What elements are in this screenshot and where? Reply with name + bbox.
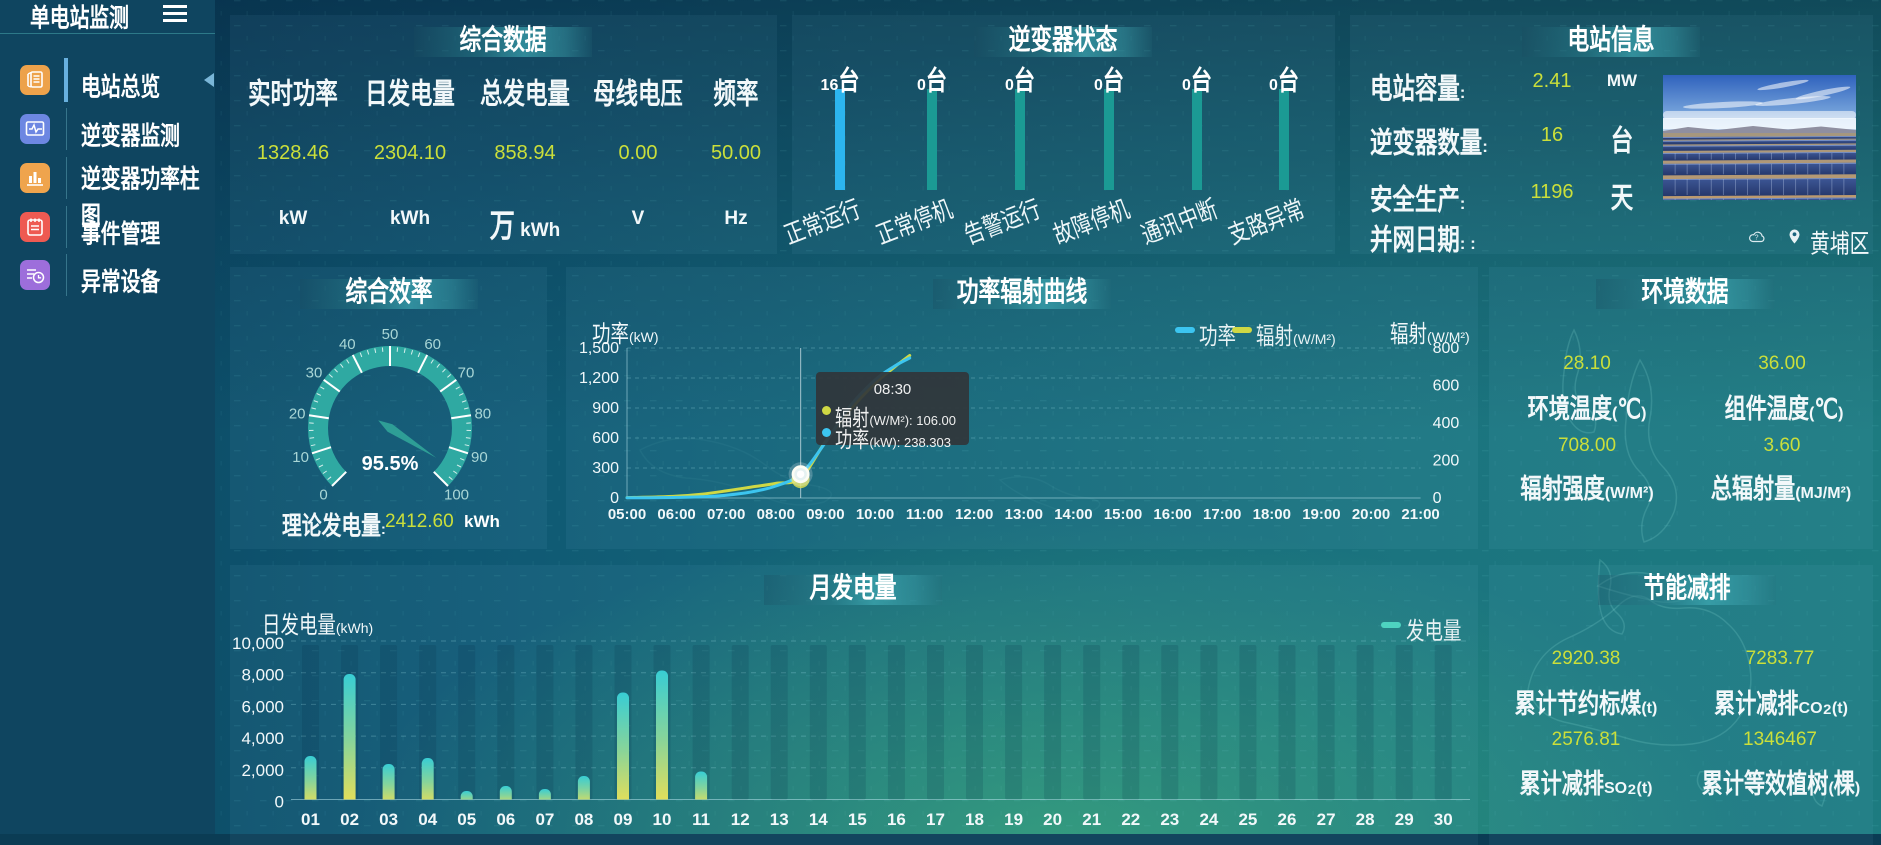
svg-text:14:00: 14:00: [1054, 506, 1092, 523]
svg-text:20:00: 20:00: [1352, 506, 1390, 523]
svg-text:17:00: 17:00: [1203, 506, 1241, 523]
svg-text:28: 28: [1356, 810, 1375, 829]
svg-text:600: 600: [592, 430, 619, 447]
svg-text:16: 16: [887, 810, 906, 829]
svg-text:16:00: 16:00: [1153, 506, 1191, 523]
svg-text:18: 18: [965, 810, 984, 829]
svg-text:13:00: 13:00: [1005, 506, 1043, 523]
svg-text:18:00: 18:00: [1253, 506, 1291, 523]
svg-text:02: 02: [340, 810, 359, 829]
svg-text:10: 10: [292, 449, 309, 466]
svg-text:04: 04: [418, 810, 437, 829]
svg-text:14: 14: [809, 810, 828, 829]
svg-text:01: 01: [301, 810, 320, 829]
svg-text:6,000: 6,000: [241, 697, 284, 716]
svg-text:8,000: 8,000: [241, 666, 284, 685]
svg-text:2,000: 2,000: [241, 761, 284, 780]
svg-text:60: 60: [424, 336, 441, 353]
svg-text:03: 03: [379, 810, 398, 829]
svg-text:12:00: 12:00: [955, 506, 993, 523]
svg-text:50: 50: [382, 326, 399, 343]
svg-text:06:00: 06:00: [657, 506, 695, 523]
svg-text:13: 13: [770, 810, 789, 829]
svg-text:17: 17: [926, 810, 945, 829]
svg-text:0: 0: [610, 490, 619, 507]
svg-text:600: 600: [1433, 378, 1460, 395]
svg-text:29: 29: [1395, 810, 1414, 829]
svg-text:4,000: 4,000: [241, 729, 284, 748]
svg-text:07: 07: [535, 810, 554, 829]
svg-text:400: 400: [1433, 415, 1460, 432]
svg-text:27: 27: [1317, 810, 1336, 829]
svg-text:0: 0: [275, 793, 284, 812]
svg-text:09: 09: [614, 810, 633, 829]
svg-text:21: 21: [1082, 810, 1101, 829]
svg-text:90: 90: [471, 449, 488, 466]
svg-text:08:00: 08:00: [757, 506, 795, 523]
svg-text:26: 26: [1278, 810, 1297, 829]
svg-text:09:00: 09:00: [806, 506, 844, 523]
svg-text:05: 05: [457, 810, 476, 829]
svg-text:1,200: 1,200: [579, 370, 619, 387]
svg-text:11: 11: [692, 810, 710, 829]
svg-text:20: 20: [1043, 810, 1062, 829]
svg-text:24: 24: [1199, 810, 1218, 829]
svg-text:19: 19: [1004, 810, 1023, 829]
svg-text:?: ?: [1755, 235, 1759, 242]
svg-text:0: 0: [319, 487, 327, 504]
svg-text:08: 08: [574, 810, 593, 829]
svg-text:07:00: 07:00: [707, 506, 745, 523]
svg-text:20: 20: [289, 405, 306, 422]
svg-text:25: 25: [1238, 810, 1257, 829]
svg-text:10:00: 10:00: [856, 506, 894, 523]
svg-text:06: 06: [496, 810, 515, 829]
svg-text:15:00: 15:00: [1104, 506, 1142, 523]
svg-text:15: 15: [848, 810, 867, 829]
svg-text:70: 70: [458, 365, 475, 382]
svg-text:100: 100: [444, 487, 469, 504]
svg-text:900: 900: [592, 400, 619, 417]
svg-text:0: 0: [1433, 490, 1442, 507]
svg-text:19:00: 19:00: [1302, 506, 1340, 523]
svg-text:12: 12: [731, 810, 750, 829]
svg-text:11:00: 11:00: [906, 506, 944, 523]
svg-text:21:00: 21:00: [1401, 506, 1439, 523]
svg-text:300: 300: [592, 460, 619, 477]
svg-text:200: 200: [1433, 453, 1460, 470]
svg-text:05:00: 05:00: [608, 506, 646, 523]
svg-text:10: 10: [653, 810, 672, 829]
svg-text:80: 80: [474, 405, 491, 422]
svg-text:23: 23: [1160, 810, 1179, 829]
svg-text:30: 30: [1434, 810, 1453, 829]
svg-text:40: 40: [339, 336, 356, 353]
svg-text:30: 30: [306, 365, 323, 382]
svg-text:22: 22: [1121, 810, 1140, 829]
